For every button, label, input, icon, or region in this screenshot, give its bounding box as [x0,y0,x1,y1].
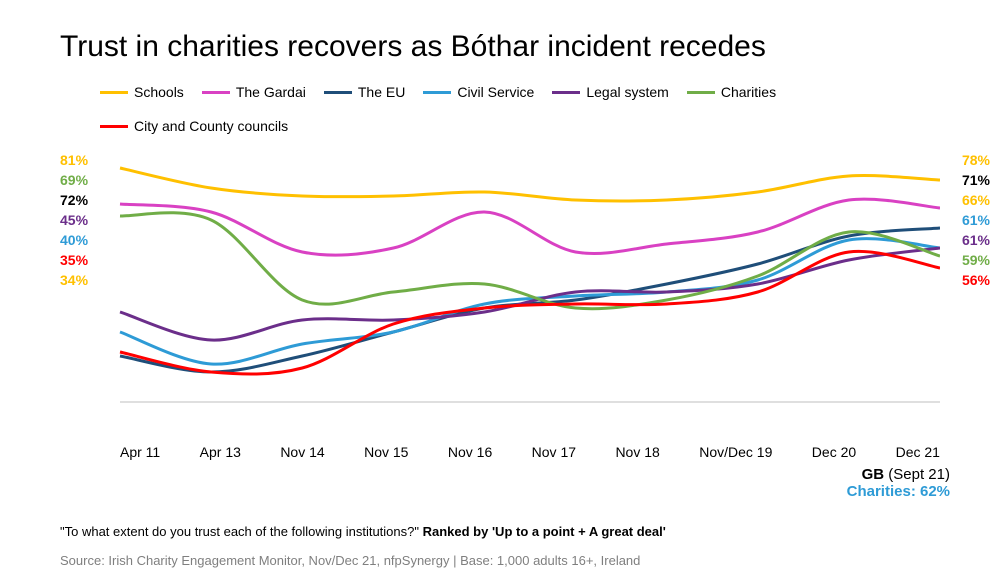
slide-root: Trust in charities recovers as Bóthar in… [0,0,999,562]
series-line [120,251,940,374]
start-pct-label: 34% [60,272,88,288]
x-axis-ticks: Apr 11 Apr 13 Nov 14 Nov 15 Nov 16 Nov 17 Nov … [120,444,940,460]
legend-swatch [552,91,580,94]
legend-swatch [100,91,128,94]
question-text: "To what extent do you trust each of the… [60,524,959,539]
series-line [120,168,940,201]
legend-item: The EU [324,84,405,100]
gb-charities-value: Charities: 62% [847,483,950,500]
start-pct-label: 72% [60,192,88,208]
legend-label: The Gardai [236,84,306,100]
legend-swatch [100,125,128,128]
end-pct-label: 56% [962,272,990,288]
end-value-labels: 78% 71% 66% 61% 61% 59% 56% [940,152,999,432]
start-value-labels: 81% 69% 72% 45% 40% 35% 34% [60,152,120,432]
end-pct-label: 61% [962,232,990,248]
legend-swatch [687,91,715,94]
question-ranking: Ranked by 'Up to a point + A great deal' [423,524,666,539]
gb-date: (Sept 21) [884,466,950,483]
legend-item: City and County councils [100,118,288,134]
end-pct-label: 61% [962,212,990,228]
legend-item: The Gardai [202,84,306,100]
gb-label: GB [862,466,885,483]
legend-label: Legal system [586,84,668,100]
legend-item: Schools [100,84,184,100]
x-tick-label: Nov 18 [615,444,659,460]
start-pct-label: 40% [60,232,88,248]
end-pct-label: 71% [962,172,990,188]
legend-label: Schools [134,84,184,100]
legend-swatch [202,91,230,94]
x-tick-label: Nov 17 [532,444,576,460]
end-pct-label: 59% [962,252,990,268]
legend-swatch [423,91,451,94]
end-pct-label: 78% [962,152,990,168]
start-pct-label: 69% [60,172,88,188]
gb-comparison-note: GB (Sept 21) Charities: 62% [847,466,950,500]
chart-area: 81%69%72%45%40%35%34% 78%71%66%61%61%59%… [60,152,940,432]
legend-label: The EU [358,84,405,100]
line-chart-svg [60,152,940,412]
x-tick-label: Nov 15 [364,444,408,460]
legend-label: Charities [721,84,776,100]
x-tick-label: Apr 13 [200,444,241,460]
x-tick-label: Dec 20 [812,444,856,460]
end-pct-label: 66% [962,192,990,208]
x-tick-label: Nov 14 [280,444,324,460]
legend-label: Civil Service [457,84,534,100]
legend-item: Legal system [552,84,668,100]
start-pct-label: 81% [60,152,88,168]
question-prefix: "To what extent do you trust each of the… [60,524,423,539]
source-text: Source: Irish Charity Engagement Monitor… [60,553,959,568]
x-tick-label: Dec 21 [896,444,940,460]
x-tick-label: Apr 11 [120,444,160,460]
chart-title: Trust in charities recovers as Bóthar in… [60,30,959,64]
legend-item: Charities [687,84,776,100]
legend: Schools The Gardai The EU Civil Service Lega… [60,84,959,134]
legend-swatch [324,91,352,94]
start-pct-label: 45% [60,212,88,228]
x-tick-label: Nov 16 [448,444,492,460]
legend-label: City and County councils [134,118,288,134]
start-pct-label: 35% [60,252,88,268]
x-tick-label: Nov/Dec 19 [699,444,772,460]
legend-item: Civil Service [423,84,534,100]
